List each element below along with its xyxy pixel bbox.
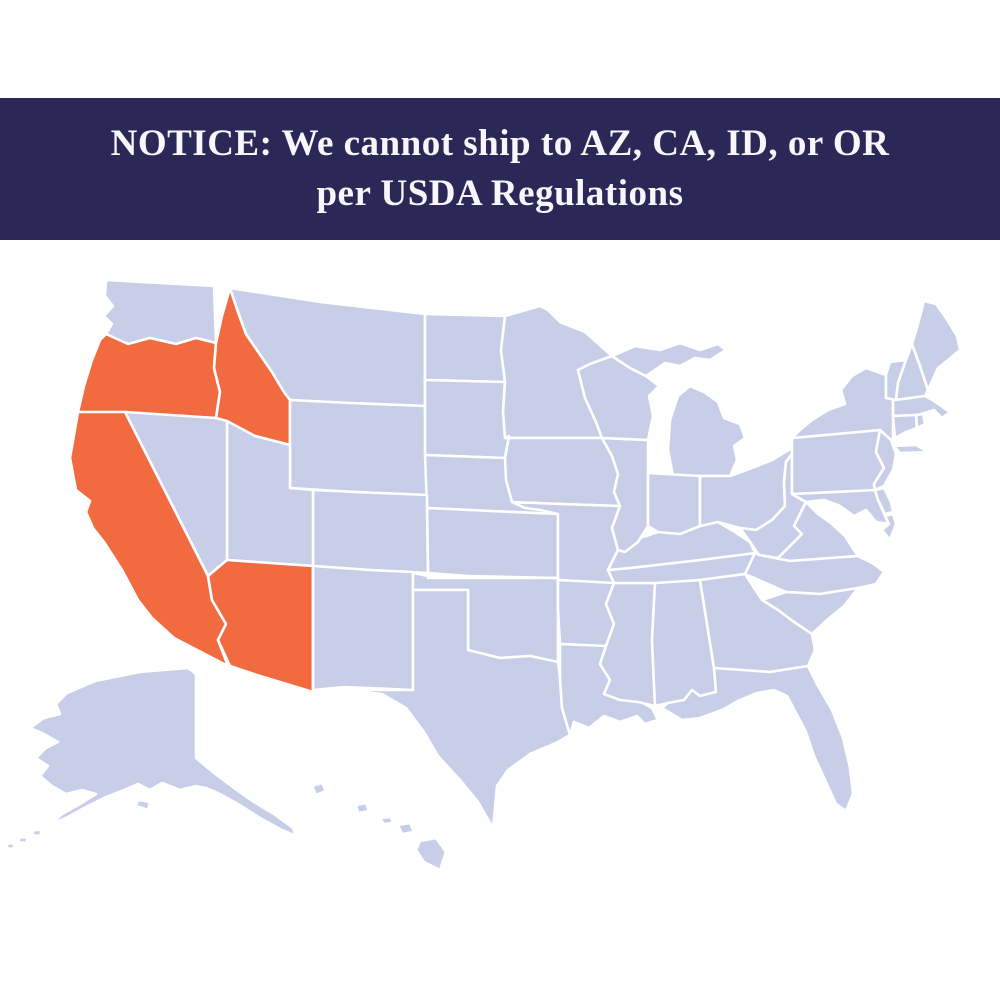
state-in (646, 471, 702, 536)
us-map-svg (4, 278, 962, 872)
state-nj (872, 428, 898, 492)
state-or (76, 332, 222, 420)
state-ar (556, 578, 616, 648)
state-ny (790, 366, 895, 444)
state-wy (288, 398, 429, 497)
notice-banner: NOTICE: We cannot ship to AZ, CA, ID, or… (0, 98, 1000, 240)
state-ak-kodiak-island (134, 798, 152, 812)
state-nc (743, 551, 886, 596)
state-hi-oahu (354, 801, 371, 815)
state-ak-aleutian-2 (16, 835, 30, 845)
notice-text-line2: per USDA Regulations (316, 173, 684, 214)
state-nd (423, 312, 507, 384)
state-az (206, 558, 315, 694)
state-me (910, 299, 962, 392)
state-ct (891, 413, 919, 440)
state-hi-big-island (414, 836, 448, 872)
state-hi-molokai (379, 815, 395, 826)
state-ri (914, 412, 927, 430)
state-ms (598, 581, 657, 708)
state-hi-kauai (310, 781, 328, 797)
state-ia (503, 434, 622, 508)
state-ak-aleutian-3 (4, 841, 17, 851)
state-nm (311, 564, 415, 692)
state-ak (28, 666, 298, 838)
state-co (311, 488, 430, 575)
state-fl (660, 664, 855, 813)
state-de (873, 486, 895, 516)
notice-text-line1: NOTICE: We cannot ship to AZ, CA, ID, or… (110, 123, 890, 164)
state-mi-upper (610, 341, 728, 378)
state-pa (790, 428, 886, 496)
state-va-eastern-shore (880, 512, 898, 542)
state-ny-long-island (892, 443, 930, 455)
state-wa (102, 278, 218, 346)
state-ak-aleutian-1 (30, 828, 44, 838)
state-tx (343, 588, 572, 830)
us-map (0, 240, 1000, 1000)
state-sd (423, 378, 511, 460)
state-hi-maui (396, 821, 416, 836)
state-ks (425, 506, 560, 580)
state-mi-lower (666, 384, 747, 478)
